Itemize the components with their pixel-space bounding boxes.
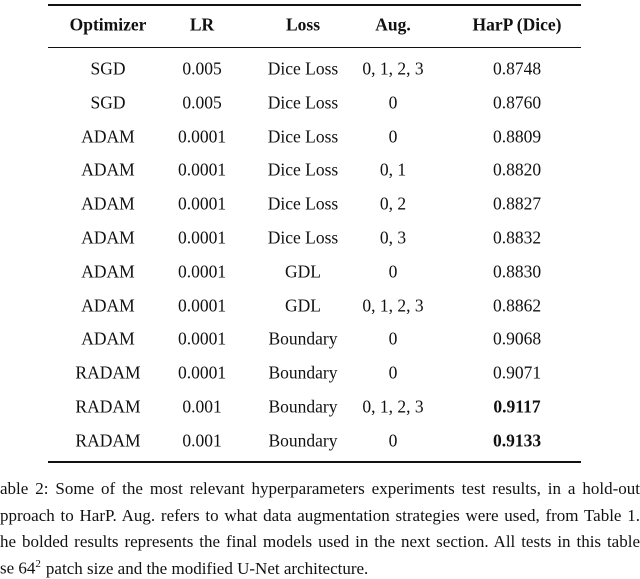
table-cell: Dice Loss: [267, 159, 339, 180]
table-cell: RADAM: [75, 430, 141, 451]
column-header: LR: [189, 14, 215, 35]
table-cell: 0.001: [182, 430, 222, 451]
table-cell: 0.8827: [492, 193, 542, 214]
caption-line: able 2: Some of the most relevant hyperp…: [0, 479, 640, 498]
table-cell: 0.0001: [177, 159, 227, 180]
table-cell: 0.8832: [492, 227, 542, 248]
superscript: 2: [35, 558, 41, 570]
table-cell: 0.8820: [492, 159, 542, 180]
table-cell: 0, 2: [379, 193, 407, 214]
column-header: HarP (Dice): [472, 14, 562, 35]
table-cell: Dice Loss: [267, 58, 339, 79]
table-cell: 0.0001: [177, 362, 227, 383]
table-cell: ADAM: [81, 227, 135, 248]
bottom-rule: [48, 461, 581, 463]
table-cell: Dice Loss: [267, 92, 339, 113]
table-cell: 0.9133: [492, 430, 542, 451]
table-cell: Boundary: [268, 430, 338, 451]
table-cell: 0, 1, 2, 3: [362, 396, 424, 417]
table-cell: Dice Loss: [267, 193, 339, 214]
table-cell: 0.005: [182, 92, 222, 113]
caption-text: se 64: [0, 558, 36, 578]
table-cell: Dice Loss: [267, 227, 339, 248]
table-cell: 0.8748: [492, 58, 542, 79]
table-cell: ADAM: [81, 193, 135, 214]
table-cell: 0.0001: [177, 261, 227, 282]
table-cell: Dice Loss: [267, 126, 339, 147]
caption-line: pproach to HarP. Aug. refers to what dat…: [0, 505, 640, 525]
table-cell: 0.9117: [493, 396, 541, 417]
table-cell: 0.9071: [492, 362, 542, 383]
table-cell: Boundary: [268, 396, 338, 417]
table-cell: GDL: [285, 261, 321, 282]
table-cell: 0.8809: [492, 126, 542, 147]
top-rule: [48, 4, 581, 6]
column-header: Loss: [285, 14, 321, 35]
table-cell: ADAM: [81, 159, 135, 180]
table-cell: 0: [388, 126, 398, 147]
table-cell: ADAM: [81, 295, 135, 316]
table-cell: 0: [388, 92, 398, 113]
table-cell: 0.8760: [492, 92, 542, 113]
caption-line: he bolded results represents the final m…: [0, 532, 640, 551]
table-cell: 0, 3: [379, 227, 407, 248]
caption-line: se 642 patch size and the modified U-Net …: [0, 558, 640, 579]
table-cell: 0, 1: [379, 159, 407, 180]
table-cell: SGD: [90, 92, 126, 113]
table-cell: ADAM: [81, 261, 135, 282]
table-cell: RADAM: [75, 362, 141, 383]
table-cell: 0.005: [182, 58, 222, 79]
table-cell: Boundary: [268, 328, 338, 349]
table-cell: 0: [388, 328, 398, 349]
table-cell: ADAM: [81, 328, 135, 349]
table-cell: 0.8862: [492, 295, 542, 316]
table-cell: 0: [388, 430, 398, 451]
table-cell: 0.9068: [492, 328, 542, 349]
table-cell: 0.0001: [177, 328, 227, 349]
table-cell: 0.8830: [492, 261, 542, 282]
table-cell: 0: [388, 261, 398, 282]
column-header: Aug.: [375, 14, 411, 35]
table-cell: 0, 1, 2, 3: [362, 295, 424, 316]
table-cell: Boundary: [268, 362, 338, 383]
table-cell: 0.0001: [177, 295, 227, 316]
table-cell: 0.0001: [177, 193, 227, 214]
table-cell: ADAM: [81, 126, 135, 147]
table-cell: 0.001: [182, 396, 222, 417]
column-header: Optimizer: [69, 14, 147, 35]
table-cell: 0: [388, 362, 398, 383]
table-cell: RADAM: [75, 396, 141, 417]
table-cell: 0.0001: [177, 126, 227, 147]
table-cell: SGD: [90, 58, 126, 79]
table-cell: GDL: [285, 295, 321, 316]
table-cell: 0, 1, 2, 3: [362, 58, 424, 79]
caption-text: patch size and the modified U-Net archit…: [45, 558, 369, 578]
table-cell: 0.0001: [177, 227, 227, 248]
mid-rule: [48, 47, 581, 48]
